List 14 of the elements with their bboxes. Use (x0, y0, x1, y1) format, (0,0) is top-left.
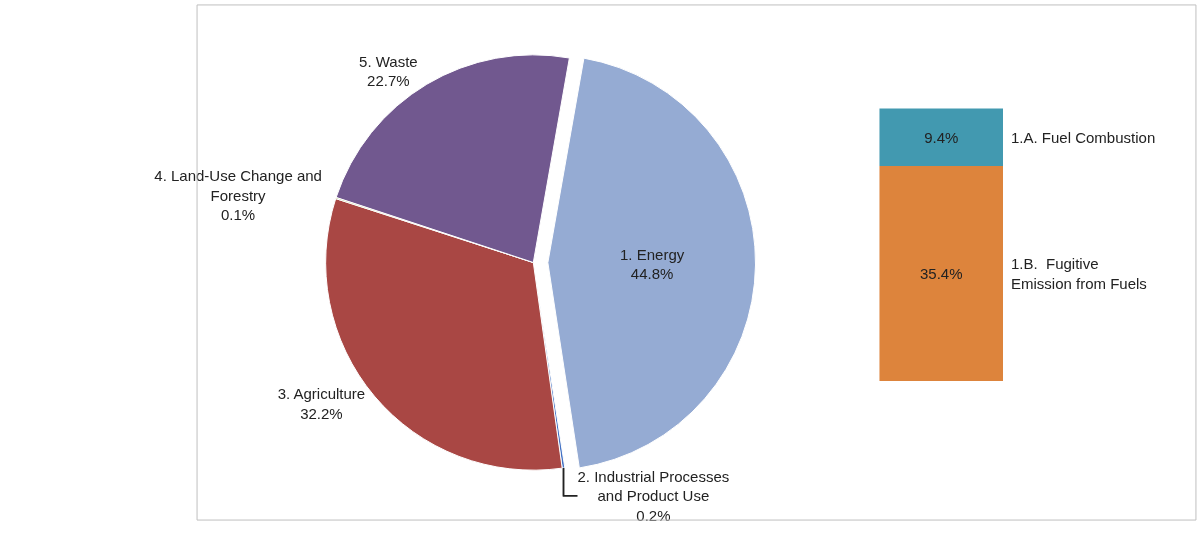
slice-label: 2. Industrial Processes and Product Use (577, 467, 730, 505)
data-label: 9.4% (924, 128, 959, 146)
slice-label: 1. Energy (620, 245, 685, 263)
series-label: 1.B. Fugitive Emission from Fuels (1011, 255, 1147, 292)
data-label: 35.4% (920, 264, 963, 282)
slice-label: 3. Agriculture (277, 385, 366, 403)
slice-label: 4. Land-Use Change and Forestry (154, 167, 322, 204)
data-label: 0.2% (636, 506, 671, 524)
data-label: 32.2% (300, 404, 343, 422)
slice-label: 5. Waste (359, 52, 418, 70)
data-label: 22.7% (367, 72, 410, 90)
data-label: 44.8% (630, 265, 674, 283)
data-label: 0.1% (221, 206, 256, 224)
series-label: 1.A. Fuel Combustion (1011, 129, 1156, 146)
